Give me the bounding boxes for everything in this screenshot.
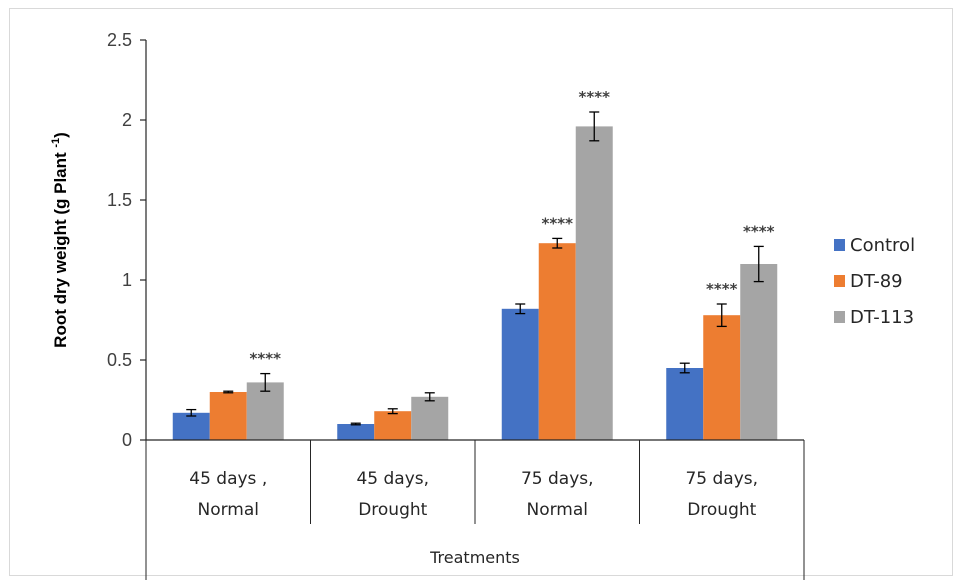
x-category-label-line1: 45 days, — [356, 469, 429, 489]
significance-label: **** — [743, 222, 775, 240]
chart-frame — [9, 8, 953, 576]
x-category-label-line2: Drought — [358, 500, 427, 520]
significance-label: **** — [542, 214, 574, 232]
bar-dt-113 — [246, 382, 284, 440]
y-axis-title-main: Root dry weight (g Plant — [51, 148, 70, 348]
bar-dt-89 — [209, 392, 247, 440]
bar-control — [172, 412, 210, 440]
y-tick-label: 1.5 — [107, 190, 132, 210]
bar-dt-113 — [575, 126, 613, 441]
x-category-label-line1: 75 days, — [521, 469, 594, 489]
x-axis: 45 days , Normal 45 days, Drought 75 days, No… — [145, 439, 805, 580]
y-axis-title-superscript: -1 — [50, 138, 62, 148]
legend-label-dt-89: DT-89 — [850, 271, 903, 292]
y-tick-label: 0.5 — [107, 350, 132, 370]
legend-label-dt-113: DT-113 — [850, 307, 914, 328]
x-axis-title: Treatments — [429, 548, 520, 567]
x-category-label-line1: 75 days, — [685, 469, 758, 489]
legend-swatch-dt-113 — [834, 311, 845, 323]
bar-control — [666, 368, 704, 440]
legend-label-control: Control — [850, 235, 915, 256]
y-tick-label: 2.5 — [107, 30, 132, 50]
legend: Control DT-89 DT-113 — [834, 235, 915, 328]
bar-control — [337, 424, 375, 440]
bar-dt-113 — [411, 396, 449, 440]
bar-dt-89 — [703, 315, 741, 440]
significance-label: **** — [706, 280, 738, 298]
x-category-label-line2: Drought — [687, 500, 756, 520]
y-axis: 0 0.5 1 1.5 2 2.5 — [107, 30, 147, 450]
x-category-label-line2: Normal — [197, 500, 259, 520]
legend-swatch-control — [834, 239, 845, 251]
bar-control — [501, 308, 539, 440]
significance-label: **** — [250, 350, 282, 368]
y-axis-title: Root dry weight (g Plant -1) — [50, 132, 70, 348]
y-tick-label: 0 — [122, 430, 132, 450]
y-axis-title-end: ) — [51, 132, 70, 138]
bar-dt-89 — [538, 243, 576, 440]
y-tick-label: 2 — [122, 110, 132, 130]
x-category-label-line2: Normal — [526, 500, 588, 520]
x-category-label-line1: 45 days , — [189, 469, 267, 489]
y-tick-label: 1 — [122, 270, 132, 290]
bar-dt-89 — [374, 411, 412, 440]
legend-swatch-dt-89 — [834, 275, 845, 287]
significance-label: **** — [579, 88, 611, 106]
bar-dt-113 — [740, 264, 778, 440]
bars: **** **** **** **** **** — [172, 88, 778, 441]
